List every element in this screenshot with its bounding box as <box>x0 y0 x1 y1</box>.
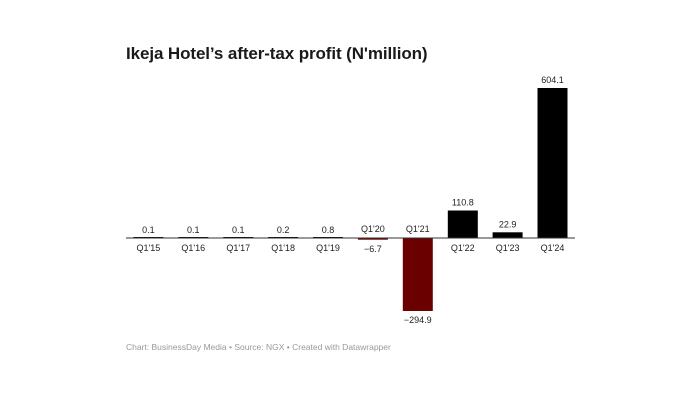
category-label-Q1'22: Q1'22 <box>451 243 475 253</box>
category-label-Q1'17: Q1'17 <box>226 243 250 253</box>
value-label-Q1'16: 0.1 <box>187 225 200 235</box>
category-label-Q1'16: Q1'16 <box>181 243 205 253</box>
value-label-Q1'17: 0.1 <box>232 225 245 235</box>
bar-Q1'21 <box>402 238 433 311</box>
category-label-Q1'23: Q1'23 <box>496 243 520 253</box>
value-label-Q1'15: 0.1 <box>142 225 155 235</box>
value-label-Q1'23: 22.9 <box>499 219 517 229</box>
bar-Q1'23 <box>492 232 523 238</box>
bar-Q1'22 <box>447 210 478 238</box>
category-label-Q1'24: Q1'24 <box>541 243 565 253</box>
bar-Q1'24 <box>537 88 568 238</box>
category-label-Q1'18: Q1'18 <box>271 243 295 253</box>
value-label-Q1'18: 0.2 <box>277 225 290 235</box>
category-label-Q1'21: Q1'21 <box>406 224 430 234</box>
value-label-Q1'22: 110.8 <box>452 198 474 208</box>
bar-Q1'20 <box>357 238 388 240</box>
chart-title: Ikeja Hotel’s after-tax profit (N'millio… <box>126 44 428 63</box>
value-label-Q1'21: −294.9 <box>404 315 432 325</box>
value-label-Q1'24: 604.1 <box>541 75 564 85</box>
value-label-Q1'19: 0.8 <box>322 225 335 235</box>
category-label-Q1'20: Q1'20 <box>361 224 385 234</box>
category-label-Q1'15: Q1'15 <box>137 243 161 253</box>
chart-footer: Chart: BusinessDay Media • Source: NGX •… <box>126 342 391 352</box>
category-label-Q1'19: Q1'19 <box>316 243 340 253</box>
value-label-Q1'20: −6.7 <box>364 244 382 254</box>
